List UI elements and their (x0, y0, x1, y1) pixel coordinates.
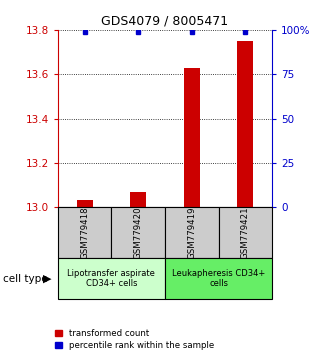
Bar (130, 192, 146, 207)
Bar (165, 258, 272, 299)
Bar (58, 207, 112, 258)
Bar (237, 41, 253, 207)
Bar (112, 207, 165, 258)
Text: ▶: ▶ (43, 274, 51, 284)
Bar (77, 200, 93, 207)
Bar (58, 258, 165, 299)
Bar (184, 68, 200, 207)
Text: GSM779421: GSM779421 (241, 206, 250, 259)
Title: GDS4079 / 8005471: GDS4079 / 8005471 (101, 15, 229, 28)
Text: GSM779419: GSM779419 (187, 206, 196, 259)
Text: Lipotransfer aspirate
CD34+ cells: Lipotransfer aspirate CD34+ cells (67, 269, 155, 289)
Text: Leukapheresis CD34+
cells: Leukapheresis CD34+ cells (172, 269, 265, 289)
Bar (165, 207, 218, 258)
Bar (218, 207, 272, 258)
Text: GSM779418: GSM779418 (80, 206, 89, 259)
Text: GSM779420: GSM779420 (134, 206, 143, 259)
Text: cell type: cell type (3, 274, 48, 284)
Legend: transformed count, percentile rank within the sample: transformed count, percentile rank withi… (55, 329, 214, 350)
